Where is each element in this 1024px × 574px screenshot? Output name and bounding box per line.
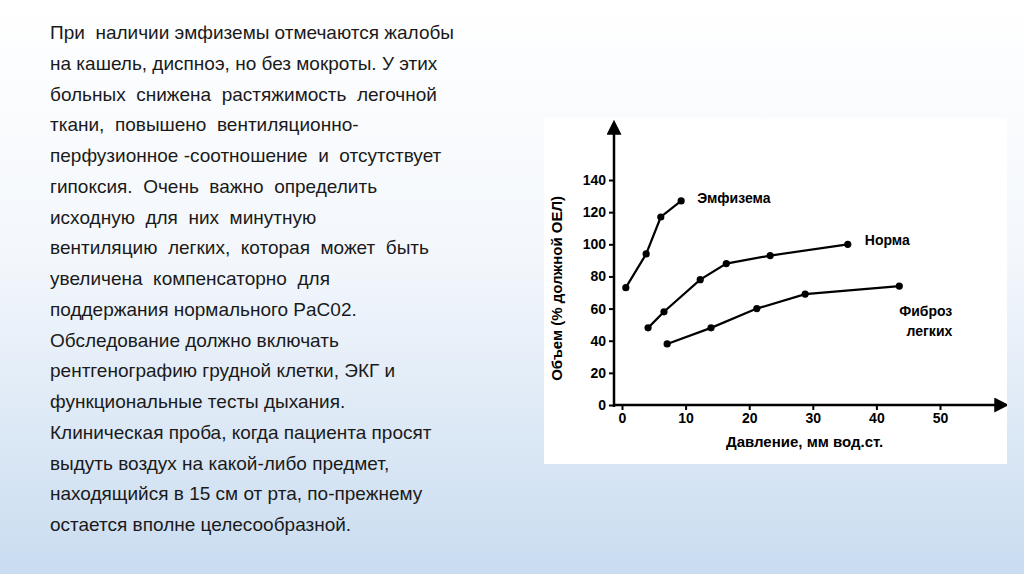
series-line	[626, 201, 681, 288]
point	[660, 308, 667, 315]
tick-label: 50	[933, 410, 949, 426]
tick: 20	[590, 365, 614, 381]
tick-label: 100	[583, 236, 607, 252]
tick: 100	[583, 236, 614, 252]
point	[643, 250, 650, 257]
point	[767, 252, 774, 259]
tick-mark	[609, 340, 614, 342]
text-line: увеличена компенсаторно для	[50, 264, 570, 295]
series-label: Норма	[865, 232, 910, 248]
text-line: находящийся в 15 см от рта, по-прежнему	[50, 479, 570, 510]
tick-mark	[609, 212, 614, 214]
tick-label: 30	[806, 410, 822, 426]
tick: 0	[619, 405, 627, 426]
tick-label: 40	[590, 333, 606, 349]
series-label: Эмфизема	[697, 190, 771, 206]
text-line: больных снижена растяжимость легочной	[50, 80, 570, 111]
tick: 40	[590, 333, 614, 349]
point	[644, 324, 651, 331]
text-line: Обследование должно включать	[50, 326, 570, 357]
tick: 120	[583, 204, 614, 220]
tick-label: 60	[590, 301, 606, 317]
chart-box: 0 10 20 30 40 50 0 20 40 60 80 100 120 140 Давление, м…	[544, 118, 1007, 464]
text-line: выдуть воздух на какой-либо предмет,	[50, 449, 570, 480]
point	[723, 260, 730, 267]
tick-label: 0	[598, 397, 606, 413]
axis-line	[613, 132, 616, 407]
point	[697, 276, 704, 283]
series-line	[667, 286, 899, 344]
tick-label: 20	[742, 410, 758, 426]
y-axis-title: Объем (% должной ОЕЛ)	[548, 196, 565, 381]
point	[896, 282, 903, 289]
tick-mark	[609, 308, 614, 310]
tick-mark	[609, 372, 614, 374]
text-line: Клиническая проба, когда пациента просят	[50, 418, 570, 449]
text-line: ткани, повышено вентиляционно-	[50, 110, 570, 141]
tick: 80	[590, 268, 614, 284]
series-line	[648, 244, 848, 328]
point	[664, 340, 671, 347]
series-labels: Эмфизема Норма Фиброзлегких	[697, 190, 952, 339]
tick: 40	[869, 405, 885, 426]
tick-mark	[609, 276, 614, 278]
tick-mark	[609, 244, 614, 246]
tick: 50	[933, 405, 949, 426]
point	[753, 305, 760, 312]
text-line: остается вполне целесообразной.	[50, 510, 570, 541]
text-line: поддержания нормального PaC02.	[50, 295, 570, 326]
text-line: гипоксия. Очень важно определить	[50, 172, 570, 203]
text-line: исходную для них минутную	[50, 203, 570, 234]
text-line: вентиляцию легких, которая может быть	[50, 233, 570, 264]
tick-label: 20	[590, 365, 606, 381]
point	[707, 324, 714, 331]
text-line: рентгенографию грудной клетки, ЭКГ и	[50, 356, 570, 387]
tick: 30	[806, 405, 822, 426]
tick-mark	[609, 405, 614, 407]
tick-mark	[609, 180, 614, 182]
text-line: перфузионное -соотношение и отсутствует	[50, 141, 570, 172]
x-axis-title: Давление, мм вод.ст.	[726, 433, 883, 450]
text-line: на кашель, диспноэ, но без мокроты. У эт…	[50, 49, 570, 80]
point	[678, 197, 685, 204]
tick: 20	[742, 405, 758, 426]
text-line: функциональные тесты дыхания.	[50, 387, 570, 418]
tick-label: 140	[583, 172, 607, 188]
slide-text: При наличии эмфиземы отмечаются жалобына…	[50, 18, 570, 541]
tick-label: 0	[619, 410, 627, 426]
series-label: Фиброзлегких	[899, 303, 952, 339]
tick: 0	[598, 397, 614, 413]
x-axis: 0 10 20 30 40 50	[614, 405, 997, 426]
text-line: При наличии эмфиземы отмечаются жалобы	[50, 18, 570, 49]
y-axis: 0 20 40 60 80 100 120 140	[583, 132, 614, 413]
tick-label: 80	[590, 268, 606, 284]
tick-label: 40	[869, 410, 885, 426]
point	[657, 213, 664, 220]
tick-label: 10	[678, 410, 694, 426]
point	[844, 241, 851, 248]
plot-area	[622, 197, 903, 347]
tick: 60	[590, 301, 614, 317]
point	[622, 284, 629, 291]
point	[802, 291, 809, 298]
tick: 140	[583, 172, 614, 188]
tick: 10	[678, 405, 694, 426]
chart-svg: 0 10 20 30 40 50 0 20 40 60 80 100 120 140 Давление, м…	[544, 118, 1007, 464]
tick-label: 120	[583, 204, 607, 220]
